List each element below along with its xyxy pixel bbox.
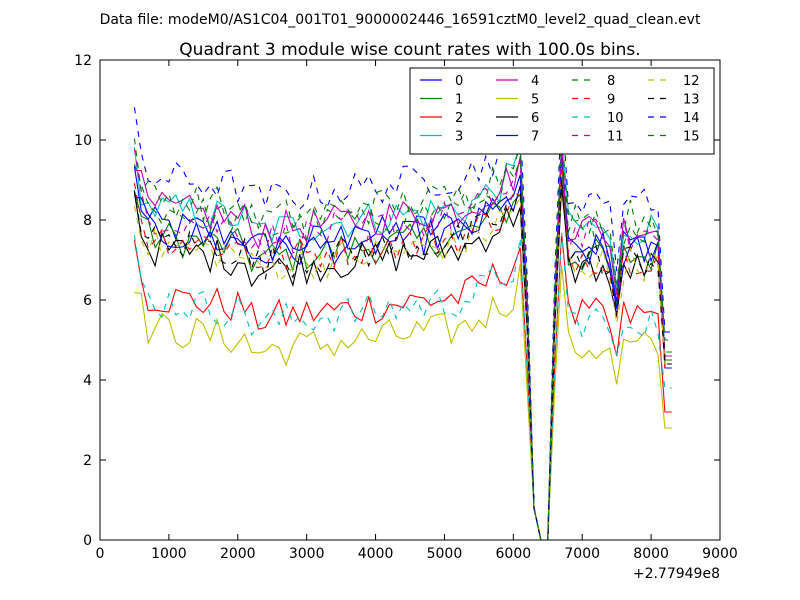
y-tick-label-1: 2 [83,453,92,469]
legend-label-4: 4 [531,74,539,89]
legend-label-2: 2 [455,111,463,126]
x-tick-label-3: 3000 [289,546,325,562]
legend-label-12: 12 [683,74,700,89]
chart-title: Quadrant 3 module wise count rates with … [179,40,640,60]
series-line-5 [134,264,672,541]
legend-label-5: 5 [531,93,539,108]
legend-box [409,67,715,155]
legend-label-8: 8 [607,74,615,89]
y-tick-label-3: 6 [83,293,92,309]
x-tick-label-7: 7000 [564,546,600,562]
ticks-layer: 0 1000 2000 3000 4000 5000 6000 7000 8000 9000 0 2 4… [74,53,738,562]
x-tick-label-1: 1000 [151,546,187,562]
y-tick-label-4: 8 [83,213,92,229]
x-offset-label: +2.77949e8 [633,566,720,582]
legend-label-15: 15 [683,130,700,145]
legend-label-9: 9 [607,93,615,108]
series-line-12 [133,174,672,541]
x-tick-label-0: 0 [96,546,105,562]
series-line-9 [133,161,672,541]
series-line-2 [133,233,672,541]
x-tick-label-2: 2000 [220,546,256,562]
legend-label-13: 13 [683,93,700,108]
legend-label-0: 0 [455,74,463,89]
chart-suptitle: Data file: modeM0/AS1C04_001T01_90000024… [100,12,701,28]
series-line-15 [133,122,672,541]
x-tick-label-9: 9000 [702,546,738,562]
series-line-13 [133,178,672,541]
series-line-14 [133,103,672,541]
x-tick-label-8: 8000 [633,546,669,562]
legend-label-14: 14 [683,111,700,126]
legend-label-6: 6 [531,111,539,126]
series-line-8 [133,139,672,541]
y-tick-label-0: 0 [83,533,92,549]
legend-label-1: 1 [455,93,463,108]
series-line-10 [133,232,672,541]
legend-label-7: 7 [531,130,539,145]
x-tick-label-6: 6000 [496,546,532,562]
series-line-3 [133,140,672,541]
series-layer [133,103,672,541]
series-line-11 [133,145,672,541]
legend-label-3: 3 [455,130,463,145]
y-tick-label-5: 10 [74,133,92,149]
x-tick-label-5: 5000 [427,546,463,562]
y-tick-label-2: 4 [83,373,92,389]
series-line-6 [133,186,672,541]
series-line-1 [133,170,672,541]
y-tick-label-6: 12 [74,53,92,69]
x-tick-label-4: 4000 [358,546,394,562]
series-line-4 [134,148,672,541]
legend-label-11: 11 [607,130,624,145]
legend-label-10: 10 [607,111,624,126]
